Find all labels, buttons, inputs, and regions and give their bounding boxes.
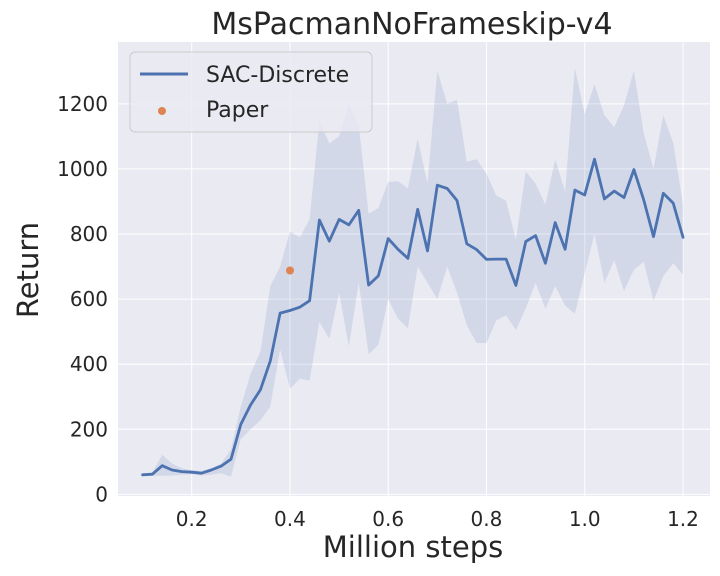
x-tick-label: 0.4	[274, 507, 306, 531]
sac-discrete-confidence-band	[142, 68, 684, 477]
legend-box	[129, 51, 373, 133]
paper-data-point	[286, 266, 294, 275]
legend-label-sac-discrete: SAC-Discrete	[206, 63, 349, 88]
y-tick-labels: 0 200 400 600 800 1000 1200	[57, 92, 108, 507]
legend: SAC-Discrete Paper	[129, 51, 373, 133]
y-tick-label: 200	[70, 417, 108, 441]
x-tick-label: 0.8	[471, 507, 503, 531]
x-tick-label: 1.0	[569, 507, 601, 531]
sac-discrete-line	[141, 157, 685, 477]
legend-point-swatch	[158, 107, 166, 115]
y-tick-label: 400	[70, 352, 108, 376]
x-tick-labels: 0.2 0.4 0.6 0.8 1.0 1.2	[176, 507, 699, 531]
y-tick-label: 800	[70, 222, 108, 246]
x-tick-label: 0.2	[176, 507, 208, 531]
y-gridlines	[118, 103, 710, 495]
y-tick-label: 0	[95, 482, 108, 506]
y-tick-label: 1000	[57, 157, 108, 181]
x-tick-label: 1.2	[667, 507, 699, 531]
y-tick-label: 1200	[57, 92, 108, 116]
x-tick-label: 0.6	[372, 507, 404, 531]
y-tick-label: 600	[70, 287, 108, 311]
x-axis-label: Million steps	[323, 530, 503, 564]
legend-label-paper: Paper	[206, 98, 269, 123]
chart-title: MsPacmanNoFrameskip-v4	[211, 7, 612, 42]
y-axis-label: Return	[11, 222, 45, 318]
